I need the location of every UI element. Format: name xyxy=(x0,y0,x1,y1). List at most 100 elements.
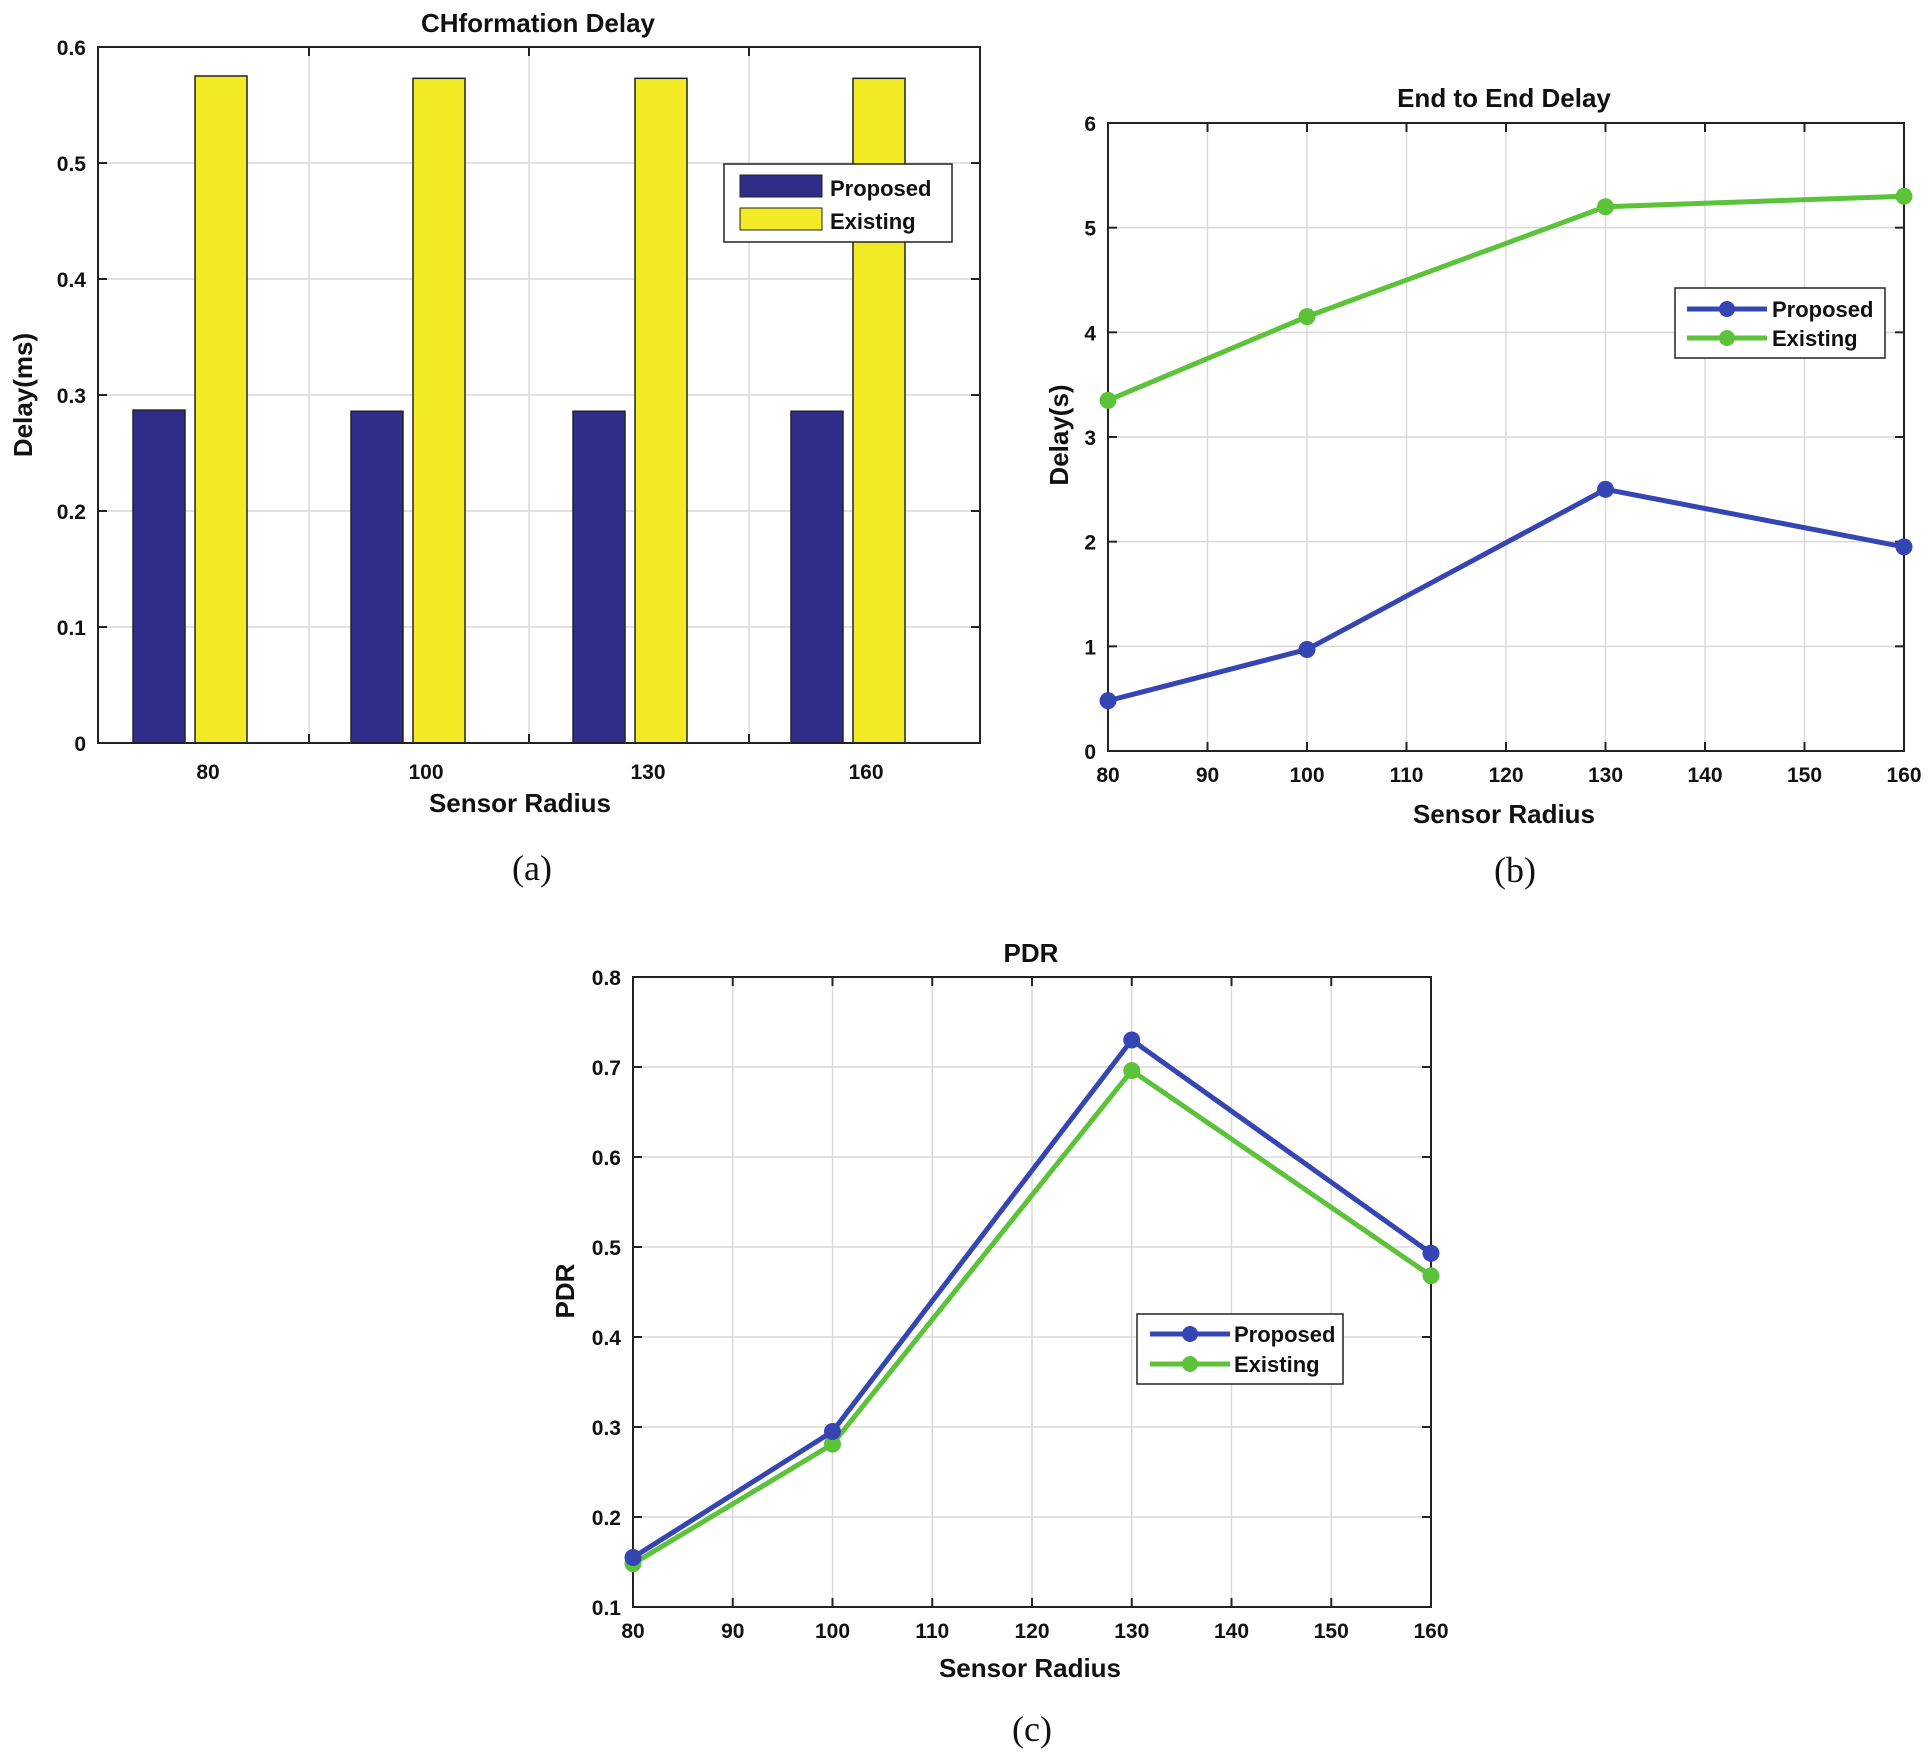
y-tick-label: 0.2 xyxy=(57,501,86,524)
data-point-proposed-100 xyxy=(824,1423,841,1440)
x-tick-label: 160 xyxy=(848,761,883,784)
data-point-proposed-160 xyxy=(1422,1244,1440,1262)
legend-swatch-proposed xyxy=(739,174,823,198)
x-tick-label: 90 xyxy=(721,1620,744,1643)
x-axis-label: Sensor Radius xyxy=(939,1653,1121,1683)
y-tick-label: 0.3 xyxy=(57,385,86,408)
y-tick-label: 0.2 xyxy=(592,1507,621,1530)
x-axis-label: Sensor Radius xyxy=(1413,799,1595,829)
y-tick-label: 0.4 xyxy=(592,1327,622,1350)
data-point-existing-80 xyxy=(1099,391,1117,409)
panel-a-chformation-delay: CHformation Delay 0 0.1 0.2 0.3 0.4 0.5 0.6 80 1… xyxy=(8,8,981,888)
y-tick-label: 0.5 xyxy=(592,1237,622,1260)
panel-b-end-to-end-delay: End to End Delay 0 1 2 3 4 5 6 80 90 100 110 120 130… xyxy=(1044,83,1922,890)
x-tick-label: 90 xyxy=(1196,764,1219,787)
bar-proposed-160 xyxy=(790,410,844,744)
x-tick-label: 150 xyxy=(1787,764,1822,787)
x-axis-label: Sensor Radius xyxy=(429,788,611,818)
x-tick-label: 120 xyxy=(1014,1620,1049,1643)
legend-line-existing xyxy=(1150,1356,1230,1372)
y-tick-label: 3 xyxy=(1084,427,1096,450)
legend-label-existing: Existing xyxy=(1772,326,1858,351)
data-point-existing-160 xyxy=(1422,1267,1440,1285)
legend-box xyxy=(1674,287,1886,359)
x-tick-label: 120 xyxy=(1488,764,1523,787)
grid xyxy=(633,977,1431,1607)
data-point-existing-100 xyxy=(1298,308,1316,326)
y-tick-label: 0.1 xyxy=(57,617,87,640)
legend: Proposed Existing xyxy=(1674,287,1886,359)
data-point-proposed-80 xyxy=(1099,692,1117,710)
y-axis-label: Delay(ms) xyxy=(8,333,38,457)
y-axis-label: Delay(s) xyxy=(1044,384,1074,485)
series-line-existing xyxy=(631,1068,1433,1566)
chart-title: CHformation Delay xyxy=(421,8,656,38)
data-point-existing-100 xyxy=(824,1435,841,1453)
y-tick-label: 0.8 xyxy=(592,967,622,990)
ticks: 0 0.1 0.2 0.3 0.4 0.5 0.6 80 100 130 160 xyxy=(57,37,980,784)
y-tick-label: 0.6 xyxy=(57,37,86,60)
bar-proposed-130 xyxy=(572,410,626,744)
legend: Proposed Existing xyxy=(723,163,953,243)
data-point-existing-130 xyxy=(1597,198,1614,216)
x-tick-label: 100 xyxy=(815,1620,850,1643)
y-tick-label: 0 xyxy=(74,733,86,756)
bar-proposed-100 xyxy=(350,410,404,744)
x-tick-label: 150 xyxy=(1314,1620,1349,1643)
y-tick-label: 0.3 xyxy=(592,1417,621,1440)
bar-proposed-80 xyxy=(132,409,186,744)
legend: Proposed Existing xyxy=(1136,1313,1344,1385)
y-tick-label: 5 xyxy=(1084,218,1096,241)
y-tick-label: 0 xyxy=(1084,741,1096,764)
data-point-proposed-100 xyxy=(1298,640,1316,658)
lines xyxy=(624,1031,1440,1573)
y-tick-label: 0.5 xyxy=(57,153,87,176)
bars xyxy=(132,75,906,744)
bar-existing-100 xyxy=(412,77,466,744)
data-point-proposed-130 xyxy=(1597,480,1614,498)
legend-label-proposed: Proposed xyxy=(830,176,931,201)
data-point-existing-130 xyxy=(1123,1062,1141,1080)
y-axis-label: PDR xyxy=(550,1263,580,1318)
y-tick-label: 0.6 xyxy=(592,1147,621,1170)
x-tick-label: 80 xyxy=(196,761,219,784)
legend-line-proposed xyxy=(1150,1326,1230,1342)
ticks: 0 1 2 3 4 5 6 80 90 100 110 120 130 140 150 160 xyxy=(1084,113,1921,787)
legend-label-proposed: Proposed xyxy=(1772,297,1873,322)
x-tick-label: 160 xyxy=(1413,1620,1448,1643)
bar-existing-130 xyxy=(634,77,688,744)
chart-title: PDR xyxy=(1004,938,1059,968)
data-point-existing-160 xyxy=(1895,187,1913,205)
grid xyxy=(1108,123,1904,751)
y-tick-label: 0.7 xyxy=(592,1057,621,1080)
x-tick-label: 100 xyxy=(408,761,443,784)
caption-b: (b) xyxy=(1494,850,1536,890)
y-tick-label: 0.4 xyxy=(57,269,87,292)
y-tick-label: 4 xyxy=(1084,322,1096,345)
legend-label-proposed: Proposed xyxy=(1234,1322,1335,1347)
chart-title: End to End Delay xyxy=(1397,83,1611,113)
caption-c: (c) xyxy=(1012,1709,1052,1749)
x-tick-label: 140 xyxy=(1687,764,1722,787)
x-tick-label: 80 xyxy=(621,1620,644,1643)
legend-box xyxy=(1136,1313,1344,1385)
x-tick-label: 80 xyxy=(1096,764,1119,787)
legend-line-proposed xyxy=(1687,301,1767,317)
y-tick-label: 1 xyxy=(1084,636,1096,659)
legend-swatch-existing xyxy=(739,207,823,231)
data-point-proposed-130 xyxy=(1123,1031,1141,1049)
x-tick-label: 130 xyxy=(1114,1620,1149,1643)
y-tick-label: 0.1 xyxy=(592,1597,622,1620)
x-tick-label: 130 xyxy=(630,761,665,784)
ticks: 0.1 0.2 0.3 0.4 0.5 0.6 0.7 0.8 80 90 100 110 120 130… xyxy=(592,967,1449,1643)
caption-a: (a) xyxy=(512,848,552,888)
x-tick-label: 100 xyxy=(1289,764,1324,787)
legend-label-existing: Existing xyxy=(1234,1352,1320,1377)
legend-label-existing: Existing xyxy=(830,209,916,234)
y-tick-label: 2 xyxy=(1084,532,1096,555)
legend-line-existing xyxy=(1687,330,1767,346)
data-point-proposed-160 xyxy=(1895,538,1913,556)
x-tick-label: 130 xyxy=(1588,764,1623,787)
x-tick-label: 110 xyxy=(1390,764,1424,787)
